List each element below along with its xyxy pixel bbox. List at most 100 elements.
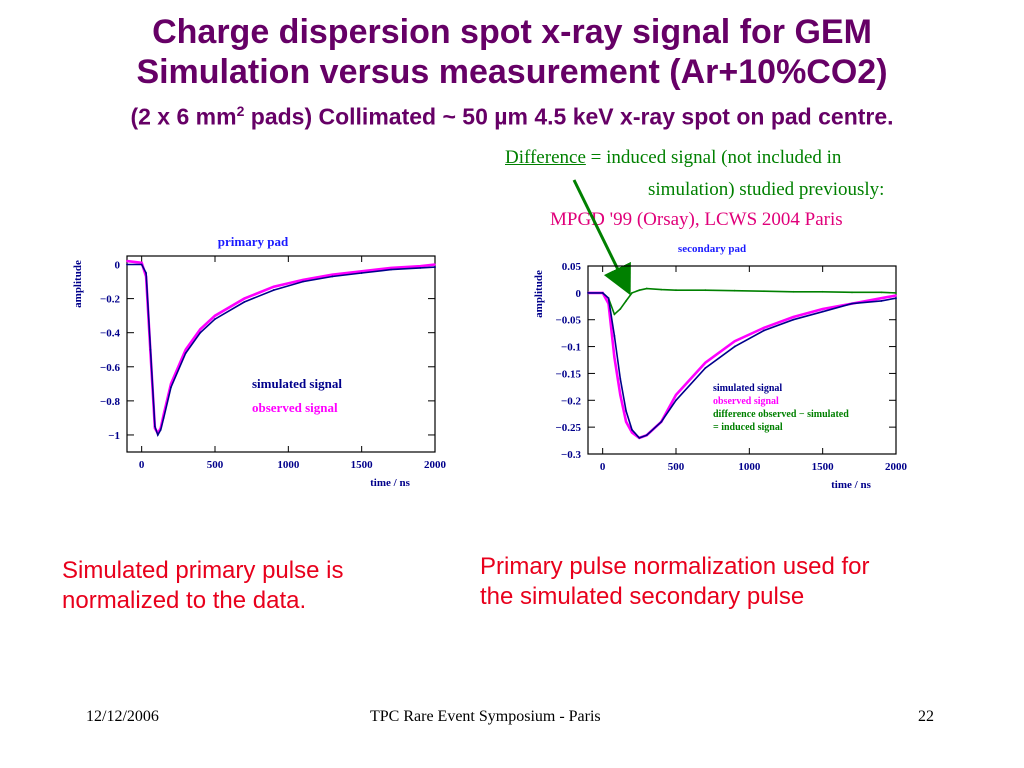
data-point-difference — [821, 290, 824, 293]
data-point-observed — [214, 314, 216, 317]
slide-subtitle: (2 x 6 mm2 pads) Collimated ~ 50 µm 4.5 … — [0, 96, 1024, 132]
data-point-observed — [792, 316, 795, 318]
data-point-simulated — [625, 410, 628, 412]
legend-entry: simulated signal — [252, 376, 342, 391]
data-point-simulated — [601, 291, 604, 294]
data-point-simulated — [607, 297, 610, 300]
caption-left: Simulated primary pulse is normalized to… — [62, 556, 343, 616]
primary-pad-chart: primary pad 0 500 1000 1500 2000 0 −0.2 −0.4 −0.6… — [72, 234, 447, 489]
subtitle-suffix: pads) Collimated ~ 50 µm 4.5 keV x-ray s… — [244, 103, 894, 130]
data-point-simulated — [733, 345, 736, 348]
difference-note-rest: = induced signal (not included in — [585, 147, 842, 168]
y-axis-label: amplitude — [533, 270, 545, 318]
data-point-difference — [619, 308, 622, 310]
data-point-difference — [660, 288, 663, 291]
data-point-observed — [895, 294, 897, 297]
data-point-difference — [631, 291, 633, 294]
data-point-simulated — [162, 417, 165, 419]
difference-note-line2: simulation) studied previously: — [648, 179, 885, 200]
caption-right: Primary pulse normalization used for the… — [480, 552, 870, 612]
x-tick-label: 1500 — [351, 459, 374, 471]
data-point-simulated — [619, 377, 622, 380]
x-tick-label: 1000 — [277, 459, 300, 471]
legend-entry: difference observed − simulated — [713, 409, 849, 420]
y-tick-label: −0.2 — [100, 294, 121, 306]
footer-page-number: 22 — [918, 708, 934, 725]
data-point-observed — [199, 328, 202, 331]
y-tick-label: −0.4 — [100, 328, 121, 340]
plot-frame — [587, 265, 897, 455]
data-point-observed — [360, 270, 363, 273]
y-axis-label: amplitude — [72, 260, 84, 308]
data-point-simulated — [199, 331, 202, 334]
data-point-observed — [126, 260, 128, 263]
footer-event: TPC Rare Event Symposium - Paris — [370, 708, 601, 725]
x-tick-label: 2000 — [424, 459, 447, 471]
data-point-simulated — [153, 425, 156, 428]
slide-title-line2: Simulation versus measurement (Ar+10%CO2… — [136, 53, 888, 91]
data-point-observed — [613, 356, 616, 359]
subtitle-prefix: (2 x 6 mm — [130, 103, 237, 130]
data-point-observed — [419, 265, 422, 268]
secondary-pad-chart: secondary pad 0 500 1000 1500 2000 0.05 0 −0.05 −… — [533, 243, 908, 491]
data-point-difference — [733, 289, 736, 292]
series-line-difference — [588, 287, 897, 316]
data-point-simulated — [851, 302, 853, 305]
data-point-observed — [821, 308, 824, 310]
data-point-difference — [625, 300, 628, 302]
data-point-simulated — [660, 420, 663, 423]
data-point-observed — [243, 297, 246, 300]
data-point-simulated — [704, 367, 707, 369]
data-point-observed — [434, 263, 436, 266]
y-tick-label: −0.2 — [561, 395, 582, 407]
legend-entry: simulated signal — [713, 383, 782, 394]
x-axis-label: time / ns — [370, 477, 410, 489]
data-point-difference — [851, 291, 853, 294]
data-point-simulated — [631, 428, 633, 431]
data-point-simulated — [302, 280, 304, 283]
data-point-observed — [331, 273, 334, 276]
caption-right-line1: Primary pulse normalization used for — [480, 553, 870, 580]
data-point-simulated — [792, 318, 795, 321]
data-point-simulated — [149, 348, 152, 351]
difference-note-line3: MPGD '99 (Orsay), LCWS 2004 Paris — [550, 209, 843, 230]
y-tick-label: 0 — [115, 260, 121, 272]
plot-frame — [126, 255, 436, 453]
data-point-simulated — [145, 272, 147, 274]
difference-note-line1: Difference = induced signal (not include… — [505, 146, 841, 170]
data-point-difference — [792, 290, 795, 293]
data-point-simulated — [638, 436, 641, 439]
data-point-difference — [613, 313, 616, 316]
y-tick-label: −0.05 — [555, 315, 581, 327]
data-point-observed — [302, 278, 304, 281]
y-tick-label: −1 — [108, 430, 120, 442]
caption-left-line2: normalized to the data. — [62, 587, 307, 614]
chart-title: primary pad — [218, 234, 289, 249]
data-point-simulated — [390, 268, 392, 271]
data-point-simulated — [880, 300, 883, 302]
data-point-simulated — [434, 266, 436, 268]
data-point-observed — [704, 361, 707, 364]
legend-entry: observed signal — [713, 396, 779, 407]
data-point-simulated — [763, 329, 765, 332]
data-point-simulated — [214, 318, 216, 320]
data-point-simulated — [156, 434, 159, 436]
subtitle-superscript: 2 — [236, 103, 245, 119]
footer-date: 12/12/2006 — [86, 708, 159, 725]
data-point-simulated — [587, 291, 589, 294]
data-point-difference — [645, 287, 648, 290]
y-tick-label: −0.1 — [561, 342, 581, 354]
x-axis-label: time / ns — [831, 479, 871, 491]
legend-entry: = induced signal — [713, 422, 783, 433]
data-point-observed — [272, 285, 275, 288]
data-point-observed — [675, 394, 677, 396]
y-tick-label: 0 — [576, 288, 582, 300]
data-point-simulated — [613, 334, 616, 337]
y-tick-label: −0.3 — [561, 449, 582, 461]
data-point-observed — [733, 340, 736, 343]
data-point-simulated — [184, 352, 187, 355]
data-point-simulated — [159, 428, 162, 431]
data-point-observed — [763, 326, 765, 329]
data-point-simulated — [331, 275, 334, 278]
data-point-simulated — [272, 289, 275, 291]
